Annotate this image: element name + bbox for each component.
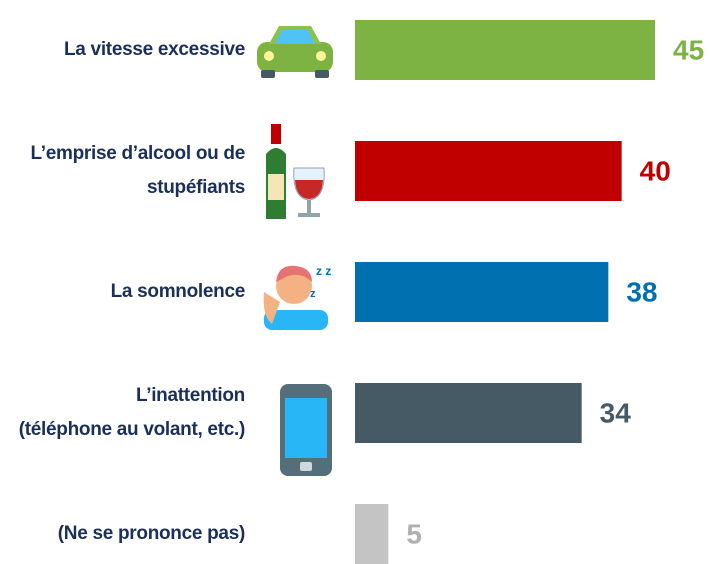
- bar: [355, 262, 609, 322]
- category-label: La somnolence: [111, 281, 245, 302]
- value-label: 40: [640, 155, 671, 186]
- icon-car: [257, 26, 333, 78]
- icon-phone: [280, 384, 332, 476]
- category-label: L’inattention: [136, 385, 245, 406]
- bar: [355, 504, 389, 564]
- bar: [355, 141, 622, 201]
- icon-sleepy: z z z: [263, 264, 331, 330]
- value-label: 45: [673, 34, 704, 65]
- bar: [355, 383, 582, 443]
- value-label: 38: [626, 276, 657, 307]
- category-label: (Ne se prononce pas): [58, 523, 245, 544]
- icon-wine: [266, 124, 325, 219]
- value-label: 5: [406, 518, 422, 549]
- category-label: (téléphone au volant, etc.): [19, 419, 245, 440]
- category-label: stupéfiants: [147, 177, 245, 198]
- svg-text:z: z: [310, 288, 316, 300]
- category-label: L’emprise d’alcool ou de: [30, 143, 245, 164]
- svg-text:z z: z z: [316, 264, 331, 278]
- value-label: 34: [600, 397, 632, 428]
- bar: [355, 20, 655, 80]
- category-label: La vitesse excessive: [64, 39, 245, 60]
